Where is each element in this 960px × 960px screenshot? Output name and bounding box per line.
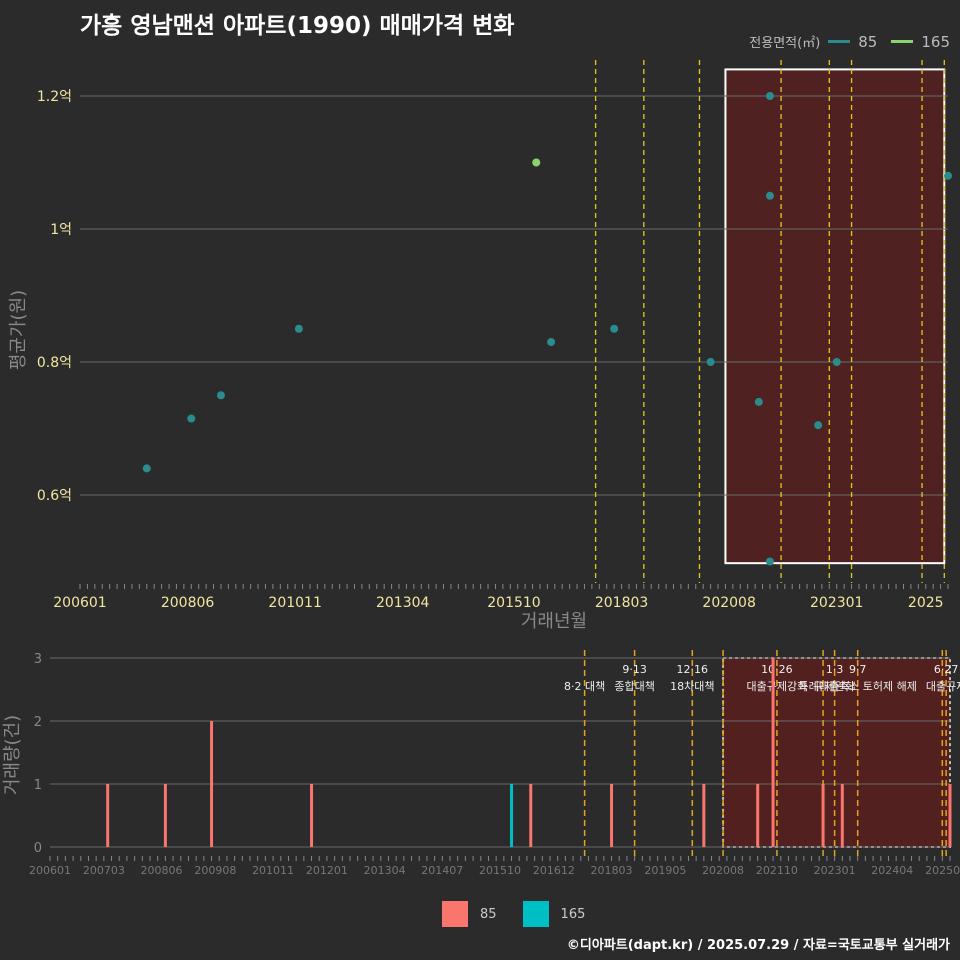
- x-tick-label: 200601: [53, 595, 106, 611]
- y-tick-label: 2: [34, 715, 42, 730]
- top-legend: 전용면적(㎡) 85 165: [749, 32, 950, 52]
- policy-name-label: 8·2 대책: [564, 680, 605, 693]
- bar-165: [510, 784, 514, 847]
- policy-name-label: 18차대책: [670, 680, 714, 693]
- y-tick-label: 0.8억: [37, 355, 72, 371]
- data-point-85: [547, 338, 556, 347]
- x-tick-label: 201510: [479, 864, 521, 877]
- policy-name-label: 종합대책: [614, 680, 654, 693]
- bar-85: [771, 658, 775, 847]
- legend-swatch-85: [442, 901, 468, 927]
- y-tick-label: 1.2억: [37, 89, 72, 105]
- data-point-85: [706, 358, 715, 366]
- x-tick-label: 201201: [306, 864, 348, 877]
- y-tick-label: 1억: [50, 222, 72, 238]
- data-point-85: [944, 171, 952, 180]
- x-tick-label: 201803: [591, 864, 633, 877]
- legend-swatch-165: [891, 40, 914, 43]
- y-tick-label: 1: [34, 778, 42, 793]
- policy-date-label: 9·7: [849, 663, 867, 676]
- policy-date-label: 12·16: [677, 663, 709, 676]
- bar-85: [702, 784, 706, 847]
- footer-credit: ©디아파트(dapt.kr) / 2025.07.29 / 자료=국토교통부 실…: [566, 938, 950, 953]
- data-point-85: [765, 557, 774, 566]
- x-tick-label: 200908: [194, 864, 236, 877]
- x-tick-label: 202301: [810, 595, 863, 611]
- policy-date-label: 6·27: [934, 663, 959, 676]
- y-tick-label: 0: [34, 841, 42, 856]
- x-tick-label: 201304: [376, 595, 430, 611]
- x-tick-label: 202008: [702, 595, 755, 611]
- x-tick-label: 202506: [925, 864, 960, 877]
- bar-85: [610, 784, 614, 847]
- policy-date-label: 1·3: [826, 663, 844, 676]
- policy-name-label: 특례대출축소 토허제 해제: [799, 679, 917, 693]
- price-scatter-chart: 0.6억 0.8억 1억 1.2억 200601 200806 201011 201304 20…: [8, 60, 952, 632]
- x-tick-label: 202110: [756, 864, 798, 877]
- x-tick-label: 201803: [595, 595, 648, 611]
- policy-date-label: 9·13: [622, 663, 647, 676]
- x-axis-title: 거래년월: [521, 611, 587, 632]
- x-tick-label: 202008: [702, 864, 744, 877]
- x-tick-label: 200703: [83, 864, 125, 877]
- x-tick-label: 200806: [141, 864, 183, 877]
- policy-name-label: 규제완화: [814, 680, 854, 693]
- legend-label-165: 165: [560, 906, 586, 922]
- page-title: 가흥 영남맨션 아파트(1990) 매매가격 변화: [80, 13, 515, 39]
- x-tick-label: 201407: [421, 864, 463, 877]
- x-tick-label: 202404: [871, 864, 913, 877]
- legend-label-85: 85: [858, 32, 878, 51]
- data-point-165: [532, 158, 541, 167]
- bar-85: [840, 784, 844, 847]
- bottom-legend: 85 165: [442, 901, 585, 927]
- bar-85: [821, 784, 825, 847]
- bar-85: [210, 721, 214, 847]
- x-tick-label: 200601: [29, 864, 71, 877]
- bar-85: [310, 784, 314, 847]
- data-point-85: [142, 464, 151, 473]
- y-axis-title: 평균가(원): [8, 290, 29, 370]
- bar-85: [106, 784, 110, 847]
- x-tick-label: 201011: [252, 864, 294, 877]
- policy-name-label: 대출규제강화: [747, 680, 808, 693]
- legend-label-165: 165: [921, 32, 950, 51]
- y-axis-title: 거래량(건): [2, 715, 23, 795]
- x-tick-label: 201612: [533, 864, 575, 877]
- data-point-85: [187, 414, 196, 423]
- legend-label-85: 85: [480, 906, 497, 922]
- highlight-period: [724, 68, 946, 565]
- data-point-85: [765, 92, 774, 100]
- data-point-85: [765, 191, 774, 200]
- policy-date-label: 10·26: [761, 663, 793, 676]
- data-point-85: [832, 358, 841, 366]
- policy-name-label: 대출규제: [926, 680, 960, 693]
- bar-85: [163, 784, 167, 847]
- bar-85: [948, 784, 952, 847]
- volume-bar-chart: 0 1 2 3 8·2 대책 9·13 종합대책 12·16 18차대책 10·26 대출규제강화 1…: [2, 650, 960, 877]
- bar-85: [529, 784, 533, 847]
- data-point-85: [754, 397, 763, 406]
- data-point-85: [216, 391, 225, 400]
- x-tick-label: 2025: [908, 595, 944, 611]
- bar-85: [756, 784, 760, 847]
- data-point-85: [294, 324, 303, 333]
- y-tick-label: 0.6억: [37, 488, 72, 504]
- x-tick-label: 201304: [364, 864, 406, 877]
- data-point-85: [814, 421, 823, 430]
- x-tick-label: 201905: [644, 864, 686, 877]
- x-tick-label: 201510: [487, 595, 540, 611]
- y-tick-label: 3: [34, 652, 42, 667]
- legend-swatch-85: [828, 40, 851, 43]
- x-tick-label: 200806: [161, 595, 215, 611]
- data-point-85: [610, 324, 619, 333]
- x-tick-label: 201011: [268, 595, 321, 611]
- legend-title: 전용면적(㎡): [749, 36, 821, 51]
- x-tick-label: 202301: [814, 864, 856, 877]
- legend-swatch-165: [522, 901, 549, 927]
